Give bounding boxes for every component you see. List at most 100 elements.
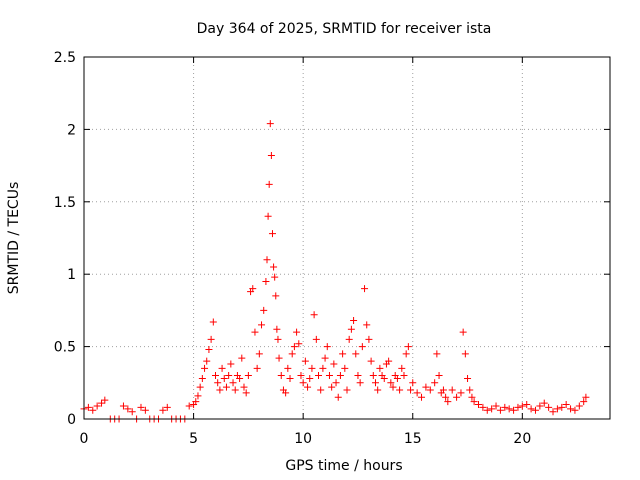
data-point [336,372,344,380]
data-point [98,399,106,407]
data-point [84,403,92,411]
data-point [363,321,371,329]
data-point [332,379,340,387]
data-point [435,372,443,380]
data-point [488,405,496,413]
data-point [540,399,548,407]
data-point [413,389,421,397]
data-point [545,403,553,411]
data-point [439,386,447,394]
data-point [407,386,415,394]
data-point [352,350,360,358]
data-point [194,392,202,400]
data-point [389,383,397,391]
data-point [475,401,482,409]
data-point [376,364,384,372]
data-point [220,374,228,382]
data-point [514,403,522,411]
data-point [558,403,566,411]
data-point [356,379,364,387]
data-point [198,374,206,382]
chart-title: Day 364 of 2025, SRMTID for receiver ist… [197,21,492,37]
data-point [310,311,318,319]
data-point [580,398,588,406]
data-point [212,372,219,380]
data-point [492,402,500,410]
data-point [244,372,252,380]
data-point [236,374,244,382]
data-point [527,405,535,413]
data-point [369,372,377,380]
data-point [299,379,307,387]
data-point [258,321,266,329]
data-point [274,335,282,343]
y-tick-label: 1.5 [54,195,76,211]
data-point [265,180,273,188]
data-point [205,345,213,353]
data-point [270,263,278,271]
data-point [536,402,544,410]
data-point [426,386,434,394]
data-point [400,372,408,380]
data-point [582,393,590,401]
data-point [453,393,461,401]
data-point [218,364,226,372]
data-point [124,405,132,413]
data-point [288,350,296,358]
axis-ticks [83,56,610,420]
data-point [518,402,526,410]
data-point [192,398,200,406]
data-point [308,364,316,372]
data-point [501,403,509,411]
data-point [238,354,246,362]
data-point [89,406,97,414]
y-tick-label: 1 [67,267,76,283]
data-point [240,383,248,391]
data-point [159,406,167,414]
data-point [459,328,467,336]
grid [84,57,610,419]
data-point [216,386,224,394]
data-point [225,372,233,380]
data-point [464,374,472,382]
data-point [371,379,379,387]
data-point [457,389,465,397]
data-point [312,335,320,343]
data-point [393,374,401,382]
data-point [319,364,327,372]
data-point [290,343,298,351]
data-point [231,386,239,394]
data-point [562,401,570,409]
data-point [214,379,222,387]
data-point [284,364,292,372]
data-point [297,372,305,380]
data-point [505,405,513,413]
data-point [470,398,478,406]
data-point [422,383,430,391]
data-point [345,335,353,343]
plot-frame [83,56,611,420]
data-point [479,403,487,411]
data-point [315,372,323,380]
data-point [222,383,230,391]
data-point [418,393,426,401]
data-point [404,343,412,351]
data-point [496,406,504,414]
data-point [255,350,263,358]
data-point [380,374,388,382]
data-point [341,364,349,372]
data-point [101,396,109,404]
x-tick-label: 10 [294,431,312,447]
data-point [510,406,518,414]
data-point [263,256,271,264]
data-point [442,393,450,401]
data-point [358,343,366,351]
data-point [317,386,325,394]
data-point [347,325,355,333]
data-point [267,151,275,159]
x-tick-labels: 0 5 10 15 20 [80,431,532,447]
x-axis-label: GPS time / hours [285,458,402,474]
data-point [304,383,312,391]
data-point [444,398,452,406]
